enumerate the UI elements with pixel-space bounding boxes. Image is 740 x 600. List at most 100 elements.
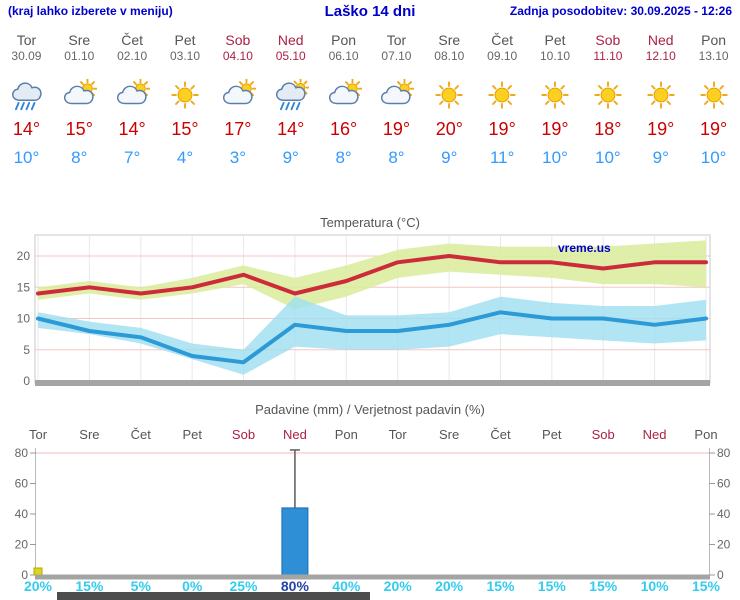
min-temp: 10°	[542, 148, 568, 167]
cloud-sun-icon	[370, 75, 423, 115]
day-column[interactable]: Pon 13.10 19° 10°	[687, 30, 740, 168]
day-date: 01.10	[64, 49, 95, 63]
svg-text:Pon: Pon	[335, 427, 358, 442]
day-date: 10.10	[540, 49, 571, 63]
max-temp: 19°	[488, 119, 516, 139]
max-temp: 14°	[12, 119, 41, 139]
day-column[interactable]: Sob 04.10 17° 3°	[211, 30, 264, 168]
precip-probability: 15%	[75, 578, 104, 594]
cloud-sun-icon	[53, 75, 106, 115]
day-column[interactable]: Pet 03.10 15° 4°	[159, 30, 212, 168]
precip-probability: 15%	[486, 578, 515, 594]
precip-probability: 20%	[435, 578, 464, 594]
max-temp: 20°	[435, 119, 463, 139]
day-date: 12.10	[645, 49, 676, 63]
cloud-sun-icon	[106, 75, 159, 115]
day-date: 05.10	[275, 49, 306, 63]
precip-bar	[281, 507, 309, 576]
day-column[interactable]: Ned 12.10 19° 9°	[634, 30, 687, 168]
day-column[interactable]: Pet 10.10 19° 10°	[529, 30, 582, 168]
min-temp: 9°	[282, 148, 299, 167]
svg-text:60: 60	[15, 477, 29, 491]
min-temp: 8°	[71, 148, 88, 167]
forecast-strip: Tor 30.09 14° 10° Sre 01.10 15° 8° Čet 02.10 14° 7°…	[0, 30, 740, 168]
last-update: Zadnja posodobitev: 30.09.2025 - 12:26	[509, 4, 732, 18]
day-date: 04.10	[222, 49, 253, 63]
day-column[interactable]: Čet 09.10 19° 11°	[476, 30, 529, 168]
day-column[interactable]: Čet 02.10 14° 7°	[106, 30, 159, 168]
sun-icon	[423, 75, 476, 115]
svg-text:0: 0	[717, 568, 724, 582]
day-date: 03.10	[169, 49, 201, 63]
day-name: Ned	[647, 32, 674, 48]
svg-text:20: 20	[717, 538, 731, 552]
precipitation-chart-canvas: Tor Sre Čet Pet Sob Ned Pon Tor Sre Čet Pet Sob Ned P…	[15, 427, 731, 594]
day-column[interactable]: Sob 11.10 18° 10°	[581, 30, 634, 168]
svg-text:20: 20	[17, 249, 31, 263]
max-temp: 15°	[171, 119, 199, 139]
svg-text:Sre: Sre	[79, 427, 99, 442]
svg-text:Pet: Pet	[182, 427, 202, 442]
svg-text:Tor: Tor	[389, 427, 408, 442]
page-title: Laško 14 dni	[324, 3, 416, 20]
sun-icon	[634, 75, 687, 115]
svg-text:0: 0	[21, 568, 28, 582]
day-date: 07.10	[381, 49, 412, 63]
day-column[interactable]: Tor 07.10 19° 8°	[370, 30, 423, 168]
cloud-sun-icon	[211, 75, 264, 115]
precipitation-chart: Padavine (mm) / Verjetnost padavin (%) T…	[0, 400, 740, 600]
precip-probability: 20%	[384, 578, 413, 594]
day-column[interactable]: Sre 01.10 15° 8°	[53, 30, 106, 168]
temperature-chart-canvas: 0 5 10 15 20 vreme.us	[17, 234, 711, 388]
day-name: Pet	[174, 32, 196, 48]
min-temp: 11°	[489, 148, 515, 167]
precip-probability: 25%	[229, 578, 258, 594]
max-temp: 19°	[541, 119, 569, 139]
svg-text:20: 20	[15, 538, 29, 552]
day-name: Pet	[544, 32, 566, 48]
svg-text:80: 80	[717, 446, 731, 460]
svg-text:Sre: Sre	[439, 427, 459, 442]
day-name: Čet	[121, 32, 144, 48]
rain-icon	[0, 75, 53, 115]
precip-probability: 10%	[641, 578, 670, 594]
min-temp: 7°	[124, 148, 141, 167]
menu-hint: (kraj lahko izberete v meniju)	[8, 4, 173, 18]
min-temp: 9°	[441, 148, 458, 167]
day-column[interactable]: Ned 05.10 14° 9°	[264, 30, 317, 168]
day-column[interactable]: Pon 06.10 16° 8°	[317, 30, 370, 168]
sun-icon	[687, 75, 740, 115]
min-temp: 8°	[388, 148, 405, 167]
scrollbar-thumb[interactable]	[57, 592, 370, 600]
min-temp: 3°	[229, 148, 246, 167]
day-name: Sre	[68, 32, 91, 48]
day-column[interactable]: Sre 08.10 20° 9°	[423, 30, 476, 168]
svg-text:Ned: Ned	[643, 427, 667, 442]
day-name: Tor	[386, 32, 407, 48]
day-name: Sob	[595, 32, 621, 48]
max-temp: 19°	[382, 119, 411, 139]
precip-probability: 15%	[692, 578, 721, 594]
day-column[interactable]: Tor 30.09 14° 10°	[0, 30, 53, 168]
max-temp: 16°	[329, 119, 358, 139]
cloud-sun-icon	[317, 75, 370, 115]
svg-text:80: 80	[15, 446, 29, 460]
min-temp: 10°	[700, 148, 727, 167]
min-temp: 10°	[13, 148, 40, 167]
min-temp: 9°	[652, 148, 669, 167]
precip-probability: 15%	[538, 578, 567, 594]
max-temp: 17°	[224, 119, 252, 139]
max-temp: 19°	[699, 119, 728, 139]
svg-text:40: 40	[717, 507, 731, 521]
svg-text:40: 40	[15, 507, 29, 521]
day-date: 08.10	[434, 49, 465, 63]
precip-probability: 15%	[589, 578, 618, 594]
svg-text:Pet: Pet	[542, 427, 562, 442]
max-temp: 15°	[65, 119, 93, 139]
day-name: Sre	[438, 32, 461, 48]
watermark: vreme.us	[558, 241, 611, 255]
day-name: Sob	[225, 32, 251, 48]
day-date: 06.10	[328, 49, 359, 63]
day-date: 09.10	[487, 49, 518, 63]
